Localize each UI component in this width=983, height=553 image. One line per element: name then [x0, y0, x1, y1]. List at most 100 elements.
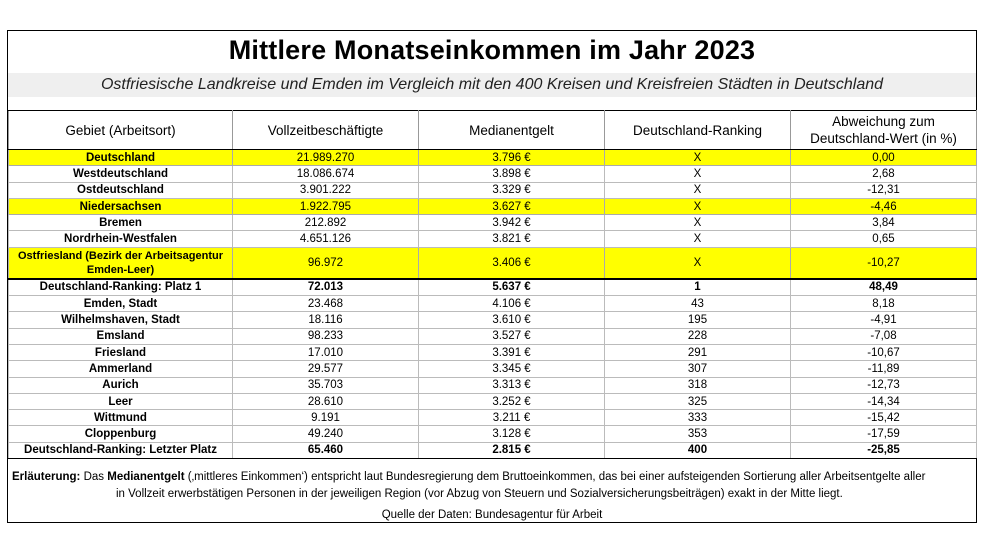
cell-median: 3.898 € [418, 165, 605, 183]
cell-employees: 98.233 [232, 327, 419, 345]
infographic-frame: Mittlere Monatseinkommen im Jahr 2023 Os… [7, 30, 977, 523]
table-row: Friesland 17.010 3.391 €291 -10,67 [8, 343, 977, 362]
cell-region: Emden, Stadt [8, 295, 233, 313]
cell-employees: 65.460 [232, 441, 419, 460]
header-deviation-line1: Abweichung zum [832, 114, 935, 129]
cell-deviation: -7,08 [790, 327, 977, 345]
table-row: Deutschland 21.989.270 3.796 € X 0,00 [8, 148, 977, 167]
cell-ranking: 333 [604, 409, 791, 427]
cell-region: Nordrhein-Westfalen [8, 230, 233, 248]
cell-ranking: 228 [604, 327, 791, 345]
header-employees: Vollzeitbeschäftigte [232, 110, 419, 150]
cell-employees: 49.240 [232, 425, 419, 443]
cell-employees: 28.610 [232, 392, 419, 411]
cell-median: 3.627 € [418, 197, 605, 216]
cell-deviation: -12,31 [790, 181, 977, 199]
explanation-note: Erläuterung: Das Medianentgelt (‚mittler… [12, 469, 967, 503]
cell-median: 4.106 € [418, 295, 605, 313]
cell-region: Emsland [8, 327, 233, 345]
cell-region: Deutschland [8, 148, 233, 167]
cell-deviation: -4,46 [790, 197, 977, 216]
cell-ranking: 43 [604, 295, 791, 313]
cell-employees: 212.892 [232, 214, 419, 232]
table-row: Leer 28.610 3.252 €325 -14,34 [8, 392, 977, 411]
table-row: Deutschland-Ranking: Platz 1 72.013 5.637 … [8, 277, 977, 297]
cell-median: 3.391 € [418, 343, 605, 362]
table-row: Emsland 98.233 3.527 €228 -7,08 [8, 327, 977, 345]
cell-deviation: -14,34 [790, 392, 977, 411]
cell-ranking: 195 [604, 311, 791, 329]
cell-employees: 4.651.126 [232, 230, 419, 248]
cell-ranking: X [604, 230, 791, 248]
cell-deviation: -25,85 [790, 441, 977, 460]
cell-ranking: 318 [604, 376, 791, 394]
cell-median: 5.637 € [418, 277, 605, 297]
income-table: Gebiet (Arbeitsort) Vollzeitbeschäftigte… [8, 110, 977, 460]
cell-region: Bremen [8, 214, 233, 232]
note-keyword: Medianentgelt [107, 471, 185, 483]
header-ranking: Deutschland-Ranking [604, 110, 791, 150]
cell-ranking: 291 [604, 343, 791, 362]
cell-employees: 9.191 [232, 409, 419, 427]
cell-region: Niedersachsen [8, 197, 233, 216]
table-header-row: Gebiet (Arbeitsort) Vollzeitbeschäftigte… [8, 110, 977, 150]
cell-median: 3.313 € [418, 376, 605, 394]
cell-employees: 1.922.795 [232, 197, 419, 216]
cell-deviation: 3,84 [790, 214, 977, 232]
cell-deviation: -10,27 [790, 246, 977, 280]
cell-region: Cloppenburg [8, 425, 233, 443]
cell-ranking: 353 [604, 425, 791, 443]
note-label: Erläuterung: [12, 471, 81, 483]
cell-employees: 18.116 [232, 311, 419, 329]
cell-deviation: 0,65 [790, 230, 977, 248]
cell-region: Wilhelmshaven, Stadt [8, 311, 233, 329]
cell-employees: 96.972 [232, 246, 419, 280]
cell-employees: 35.703 [232, 376, 419, 394]
note-prefix: Das [83, 471, 105, 483]
cell-deviation: -4,91 [790, 311, 977, 329]
cell-employees: 21.989.270 [232, 148, 419, 167]
cell-deviation: 48,49 [790, 277, 977, 297]
cell-median: 3.821 € [418, 230, 605, 248]
cell-deviation: -15,42 [790, 409, 977, 427]
table-row: Niedersachsen 1.922.795 3.627 € X -4,46 [8, 197, 977, 216]
cell-deviation: -17,59 [790, 425, 977, 443]
table-row: Wilhelmshaven, Stadt 18.116 3.610 €195 -4,9… [8, 311, 977, 329]
table-body: Deutschland 21.989.270 3.796 € X 0,00 Westdeu… [8, 148, 977, 460]
cell-ranking: 325 [604, 392, 791, 411]
cell-employees: 3.901.222 [232, 181, 419, 199]
cell-median: 3.942 € [418, 214, 605, 232]
cell-deviation: 2,68 [790, 165, 977, 183]
cell-deviation: 8,18 [790, 295, 977, 313]
cell-ranking: X [604, 165, 791, 183]
note-line1-text: (‚mittleres Einkommen‘) entspricht laut … [187, 471, 926, 483]
table-row: Nordrhein-Westfalen 4.651.126 3.821 € X 0,65 [8, 230, 977, 248]
cell-median: 3.527 € [418, 327, 605, 345]
cell-median: 3.128 € [418, 425, 605, 443]
cell-median: 3.610 € [418, 311, 605, 329]
page-subtitle: Ostfriesische Landkreise und Emden im Ve… [8, 73, 976, 97]
table-row: Aurich 35.703 3.313 €318 -12,73 [8, 376, 977, 394]
cell-region: Ostfriesland (Bezirk der Arbeitsagentur … [8, 246, 233, 280]
cell-ranking: 307 [604, 360, 791, 378]
table-row: Emden, Stadt 23.468 4.106 €43 8,18 [8, 295, 977, 313]
header-deviation: Abweichung zum Deutschland-Wert (in %) [790, 110, 977, 150]
table-row: Ostfriesland (Bezirk der Arbeitsagentur … [8, 246, 977, 280]
table-row: Bremen 212.892 3.942 € X 3,84 [8, 214, 977, 232]
note-line-1: Erläuterung: Das Medianentgelt (‚mittler… [12, 469, 967, 486]
cell-deviation: 0,00 [790, 148, 977, 167]
cell-ranking: X [604, 181, 791, 199]
table-row: Cloppenburg 49.240 3.128 €353 -17,59 [8, 425, 977, 443]
cell-region: Aurich [8, 376, 233, 394]
data-source: Quelle der Daten: Bundesagentur für Arbe… [381, 509, 603, 521]
table-row: Wittmund 9.191 3.211 €333 -15,42 [8, 409, 977, 427]
cell-median: 3.406 € [418, 246, 605, 280]
table-row: Ostdeutschland 3.901.222 3.329 € X -12,31 [8, 181, 977, 199]
cell-employees: 17.010 [232, 343, 419, 362]
cell-deviation: -10,67 [790, 343, 977, 362]
page-title: Mittlere Monatseinkommen im Jahr 2023 [228, 35, 756, 65]
table-row: Westdeutschland 18.086.674 3.898 € X 2,68 [8, 165, 977, 183]
header-deviation-line2: Deutschland-Wert (in %) [810, 131, 957, 146]
table-row: Ammerland 29.577 3.345 €307 -11,89 [8, 360, 977, 378]
note-line-2: in Vollzeit erwerbstätigen Personen in d… [116, 488, 843, 500]
